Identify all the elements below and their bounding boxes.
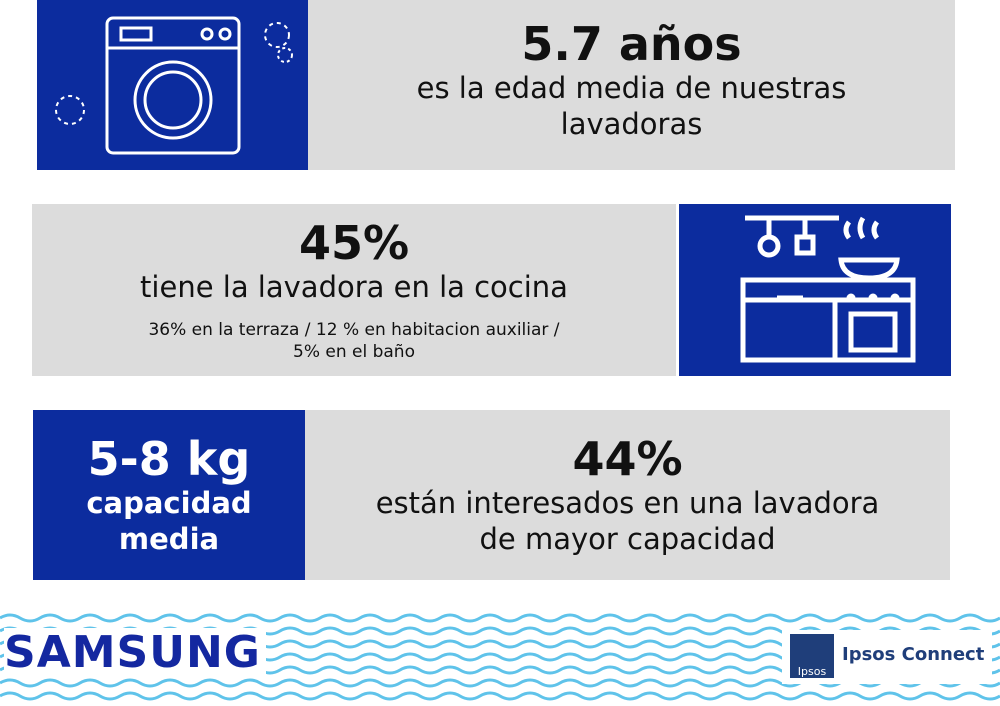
subtitle: tiene la lavadora en la cocina	[140, 270, 568, 304]
washer-icon	[55, 16, 293, 155]
partner-name: Ipsos Connect	[842, 644, 985, 665]
wave	[0, 678, 1000, 688]
text-line: es la edad media de nuestras	[416, 71, 847, 105]
interest-panel: 44% están interesados en una lavadora de…	[305, 410, 950, 580]
detail-line: 5% en el baño	[293, 342, 415, 362]
kitchen-icon	[740, 215, 916, 363]
icon-panel	[37, 0, 308, 170]
wave	[0, 691, 1000, 701]
wave	[0, 613, 1000, 623]
text-line: media	[118, 522, 220, 556]
detail-line: 36% en la terraza / 12 % en habitacion a…	[148, 320, 560, 340]
text-line: capacidad	[86, 486, 252, 520]
partner-logo: Ipsos	[790, 634, 834, 678]
capacity-panel: 5-8 kg capacidad media	[33, 410, 305, 580]
brand-logo: SAMSUNG	[4, 628, 266, 678]
headline: 44%	[572, 432, 683, 486]
headline: 5.7 años	[521, 17, 742, 71]
text-line: lavadoras	[560, 107, 703, 141]
text-line: están interesados en una lavadora	[375, 486, 880, 520]
headline: 45%	[298, 216, 410, 270]
location-panel: 45% tiene la lavadora en la cocina 36% e…	[32, 204, 676, 376]
text-line: de mayor capacidad	[479, 522, 776, 556]
partner-area: Ipsos Ipsos Connect	[782, 630, 992, 684]
icon-panel	[679, 204, 951, 376]
age-panel: 5.7 años es la edad media de nuestras la…	[308, 0, 955, 170]
headline: 5-8 kg	[87, 432, 251, 486]
